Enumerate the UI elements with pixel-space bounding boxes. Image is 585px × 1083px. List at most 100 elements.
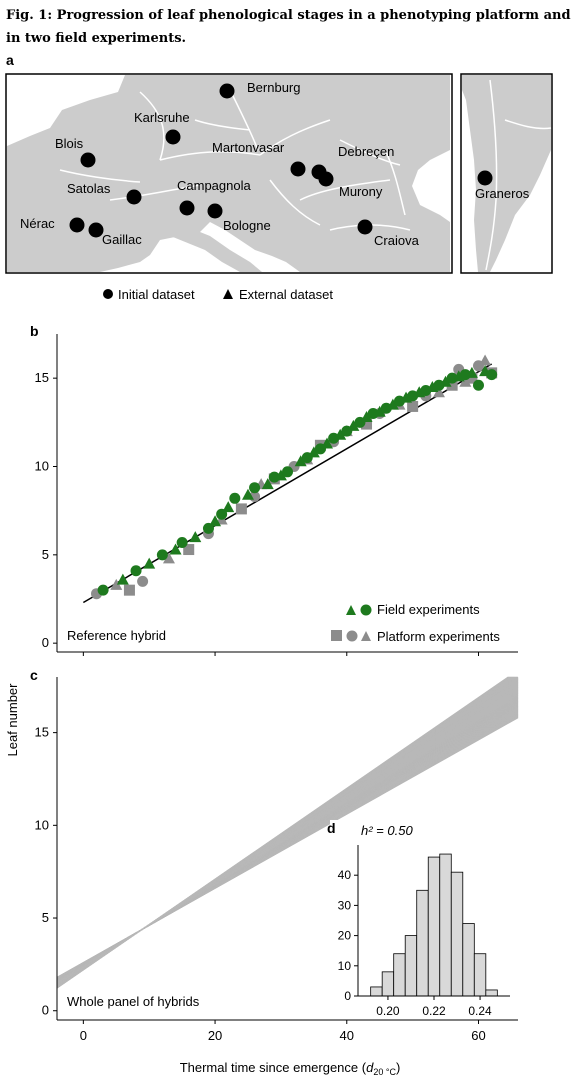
panel-letter-b: b [30,323,39,339]
panel-b-ytick-label: 5 [42,547,49,562]
field-point-triangle [261,478,274,490]
field-point-triangle [360,411,373,423]
inset-d-annotation: h² = 0.50 [361,823,413,838]
platform-point-square [446,379,458,391]
x-axis-label-end: ) [396,1060,400,1075]
panel-c-ytick-label: 10 [35,817,49,832]
panel-c-ytick-label: 0 [42,1003,49,1018]
site-marker-campagnola [179,200,195,216]
legend-external-marker [223,289,233,299]
legend-field-triangle [346,605,356,615]
field-point-circle [420,385,432,397]
legend-initial-marker [103,289,113,299]
inset-d-ytick-label: 30 [338,898,352,912]
inset-d-axes [354,845,510,1000]
field-point-circle [328,432,340,444]
panel-b-field-points [97,365,498,596]
site-label-gaillac: Gaillac [102,232,142,247]
legend-platform-square [331,630,342,641]
figure-caption: Fig. 1: Progression of leaf phenological… [6,8,571,46]
field-point-triangle [373,405,386,417]
panel-c-xtick-label: 0 [80,1028,87,1043]
site-marker-blois [80,152,96,168]
platform-point-square [235,503,247,515]
histogram-bar [416,889,429,997]
histogram-bar [439,853,452,997]
x-axis-label: Thermal time since emergence (d20 °C) [180,1060,401,1077]
site-label-satolas: Satolas [67,181,111,196]
x-axis-label-sub: 20 °C [373,1067,396,1077]
legend-initial-label: Initial dataset [118,287,195,302]
field-point-circle [393,395,405,407]
panel-c-ytick-label: 5 [42,910,49,925]
field-point-circle [249,482,261,494]
histogram-bar [393,953,406,997]
map-panel: Bernburg Karlsruhe Blois Martonvasar Deb… [5,73,553,302]
site-label-campagnola: Campagnola [177,178,251,193]
platform-point-square [466,372,478,384]
field-point-triangle [222,501,235,513]
histogram-bar [473,953,487,997]
panel-c-ytick-labels: 0 5 10 15 [35,725,49,1018]
panel-letter-d: d [327,820,336,836]
platform-point-square [361,418,373,430]
site-label-martonvasar: Martonvasar [212,140,285,155]
inset-d-xtick-labels: 0.20 0.22 0.24 [376,1004,492,1018]
panel-c-axes [53,677,518,1024]
inset-d-xtick-label: 0.22 [422,1004,446,1018]
legend-field-circle [360,604,372,616]
site-label-bernburg: Bernburg [247,80,300,95]
platform-point-square [183,544,195,556]
site-marker-bernburg [219,83,235,99]
site-marker-graneros [477,170,493,186]
platform-point-triangle [432,386,445,398]
legend-field-label: Field experiments [377,602,480,617]
inset-d-ytick-label: 10 [338,959,352,973]
histogram-bar [381,971,395,997]
field-point-triangle [307,446,320,458]
field-point-circle [486,369,498,381]
legend-platform-circle [346,630,358,642]
panel-b-ytick-label: 10 [35,459,49,474]
histogram-bar [404,935,418,997]
site-marker-nerac [69,217,85,233]
inset-d-xtick-label: 0.20 [376,1004,400,1018]
panel-letter-a: a [6,52,14,68]
histogram-bar [427,856,441,997]
map-legend: Initial dataset External dataset [103,287,333,302]
site-marker-karlsruhe [165,129,181,145]
site-marker-murony [318,171,334,187]
panel-c-hybrid-lines [56,676,519,989]
site-label-nerac: Nérac [20,216,55,231]
field-point-triangle [169,543,182,555]
panel-letter-c: c [30,667,38,683]
inset-d-ytick-label: 0 [344,989,351,1003]
site-marker-bologne [207,203,223,219]
panel-b-legend: Field experiments Platform experiments [331,602,500,644]
field-point-triangle [241,488,254,500]
platform-point-circle [137,575,149,587]
histogram-bar [485,989,498,997]
panel-b-axes [53,334,518,656]
legend-external-label: External dataset [239,287,333,302]
site-marker-satolas [126,189,142,205]
site-label-graneros: Graneros [475,186,530,201]
south-america-map [460,73,553,274]
panel-b-ytick-label: 15 [35,370,49,385]
site-label-karlsruhe: Karlsruhe [134,110,190,125]
y-axis-label: Leaf number [5,683,20,757]
site-label-craiova: Craiova [374,233,420,248]
field-point-circle [472,379,484,391]
site-label-bologne: Bologne [223,218,271,233]
field-point-triangle [143,557,156,569]
platform-point-triangle [110,578,123,590]
legend-platform-label: Platform experiments [377,629,500,644]
field-point-circle [407,390,419,402]
field-point-triangle [334,428,347,440]
panel-b-ytick-label: 0 [42,635,49,650]
field-point-circle [156,549,168,561]
field-point-circle [176,536,188,548]
panel-c-xtick-label: 20 [208,1028,222,1043]
field-point-triangle [386,398,399,410]
panel-c-xtick-labels: 0 20 40 60 [80,1028,486,1043]
